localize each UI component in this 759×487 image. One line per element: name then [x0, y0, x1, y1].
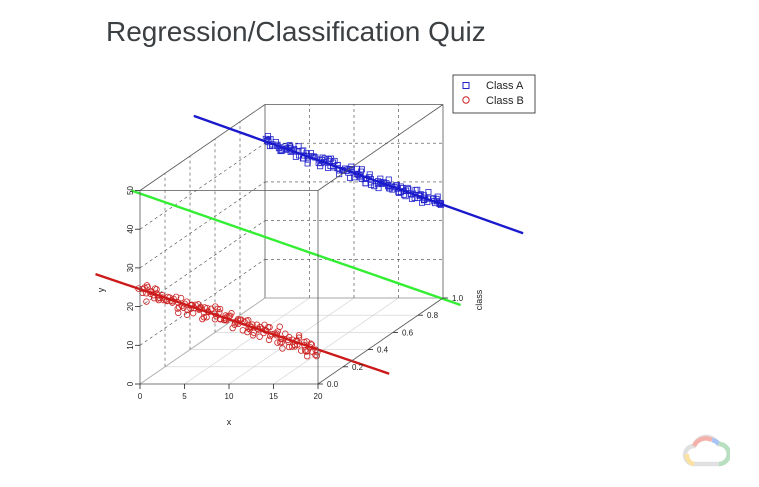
point-class-a	[304, 160, 311, 167]
y-tick-label: 30	[126, 263, 135, 272]
point-class-b	[297, 347, 305, 354]
point-class-b	[266, 324, 273, 331]
regression-lines	[95, 114, 524, 375]
plot-box-front	[139, 104, 444, 385]
point-class-b	[177, 294, 185, 302]
box-edge	[317, 297, 444, 385]
box-edge	[317, 104, 444, 191]
point-class-a	[331, 157, 338, 164]
class-tick-label: 0.6	[402, 328, 414, 337]
floor-grid-line	[273, 297, 399, 385]
point-class-a	[434, 193, 441, 200]
y-axis-label: y	[96, 287, 106, 292]
point-class-a	[307, 150, 314, 157]
point-class-b	[200, 314, 208, 321]
point-class-a	[295, 143, 302, 150]
point-class-b	[295, 332, 303, 339]
class-tick-label: 0.4	[377, 346, 389, 355]
point-class-a	[366, 171, 373, 178]
point-class-b	[313, 352, 320, 360]
point-class-b	[143, 282, 151, 289]
class-tick-label: 1.0	[452, 294, 464, 303]
point-class-b	[239, 327, 247, 334]
class-axis-label: class	[474, 289, 484, 310]
point-class-a	[425, 189, 432, 196]
axis-ticks: 0 5 10 15 20 0 10 20 30 40 50 0.0 0.2 0.4 0.6 0.8 1.0	[126, 186, 464, 401]
google-cloud-logo-icon	[682, 432, 732, 475]
class-tick-label: 0.2	[352, 363, 364, 372]
legend-entry-class-b: Class B	[462, 95, 524, 107]
point-class-a	[348, 163, 355, 170]
point-class-b	[216, 305, 224, 313]
point-class-b	[143, 298, 150, 305]
y-tick-label: 10	[126, 340, 135, 349]
x-tick-label: 20	[314, 392, 323, 401]
y-tick-label: 50	[126, 186, 135, 195]
point-class-b	[183, 311, 191, 318]
x-tick-label: 0	[138, 392, 143, 401]
point-class-b	[243, 317, 250, 324]
regression-line	[130, 189, 461, 307]
regression-line	[95, 272, 390, 375]
box-edge	[139, 104, 266, 191]
point-class-b	[172, 293, 180, 300]
circle-marker-icon	[462, 96, 470, 104]
point-class-b	[265, 336, 273, 344]
x-axis-label: x	[227, 417, 232, 427]
point-class-b	[175, 303, 183, 311]
point-class-a	[325, 156, 332, 163]
point-class-b	[253, 321, 261, 328]
slide-title: Regression/Classification Quiz	[106, 16, 486, 47]
legend-entry-class-a: Class A	[462, 80, 524, 92]
point-class-b	[279, 345, 286, 352]
floor-grid-line	[139, 297, 266, 385]
point-class-b	[304, 347, 311, 354]
point-class-b	[214, 305, 221, 313]
point-class-b	[199, 315, 206, 323]
point-class-a	[385, 176, 392, 183]
point-class-b	[153, 286, 160, 293]
class-tick-label: 0.8	[427, 311, 439, 320]
point-class-a	[371, 183, 378, 190]
point-class-b	[274, 339, 281, 346]
point-class-b	[189, 309, 197, 317]
x-tick-label: 15	[269, 392, 278, 401]
x-tick-label: 10	[225, 392, 234, 401]
regression-line	[193, 114, 524, 235]
wall-grid-line	[139, 259, 266, 346]
wall-grid-line	[139, 181, 266, 269]
point-class-a	[347, 174, 354, 181]
legend-label-class-b: Class B	[486, 95, 524, 107]
point-class-b	[278, 339, 285, 346]
point-class-b	[295, 334, 303, 341]
point-class-a	[317, 163, 324, 170]
legend: Class A Class B	[452, 74, 536, 114]
floor-grid-line	[184, 297, 310, 385]
wall-grid-line	[139, 142, 266, 230]
y-tick-label: 20	[126, 302, 135, 311]
point-class-b	[276, 323, 283, 330]
class-tick-label: 0.0	[327, 380, 339, 389]
point-class-b	[184, 306, 191, 314]
point-class-a	[400, 191, 407, 198]
point-class-b	[203, 314, 210, 321]
point-class-b	[228, 310, 235, 317]
point-class-b	[256, 333, 263, 340]
point-class-a	[286, 142, 293, 149]
point-class-a	[292, 153, 299, 160]
point-class-b	[282, 330, 289, 337]
point-class-a	[414, 186, 421, 193]
point-class-b	[229, 324, 236, 332]
y-tick-label: 40	[126, 224, 135, 233]
point-class-a	[375, 185, 382, 192]
square-marker-icon	[462, 82, 470, 89]
legend-label-class-a: Class A	[486, 80, 524, 92]
point-class-b	[250, 329, 258, 336]
wall-grid-line	[139, 220, 266, 307]
x-tick-label: 5	[182, 392, 187, 401]
point-class-b	[249, 332, 257, 339]
y-tick-label: 0	[126, 381, 135, 386]
